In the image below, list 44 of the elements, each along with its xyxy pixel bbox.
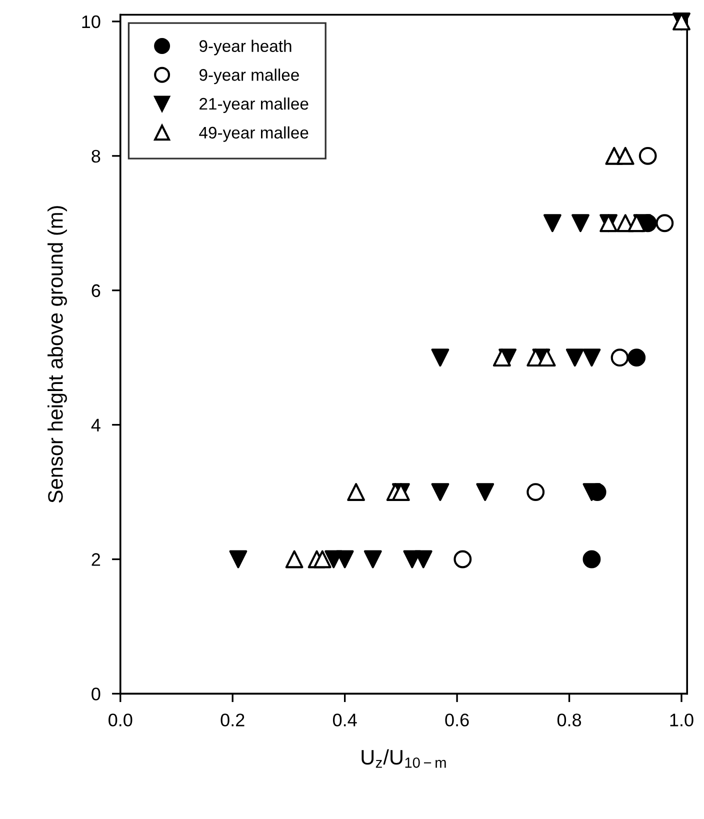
point: [431, 348, 450, 367]
point: [656, 214, 674, 232]
point: [313, 550, 332, 568]
point: [616, 146, 634, 165]
point: [538, 348, 556, 367]
x-tick-label: 0.4: [332, 714, 357, 726]
point: [582, 348, 601, 367]
y-tick-label: 0: [92, 688, 100, 700]
point: [414, 550, 432, 568]
point: [336, 550, 354, 568]
y-axis-title: Sensor height above ground (m): [48, 206, 67, 503]
x-tick-label: 0.2: [220, 714, 244, 726]
point: [285, 550, 304, 568]
point: [431, 483, 450, 501]
x-tick-label: 0.8: [557, 714, 582, 726]
point: [454, 550, 472, 568]
point: [543, 214, 562, 232]
point: [572, 214, 590, 232]
point: [610, 348, 629, 367]
y-tick-label: 10: [82, 15, 100, 28]
point: [582, 483, 601, 501]
point: [566, 348, 584, 367]
point: [492, 348, 511, 367]
x-tick-label: 0.0: [108, 714, 132, 726]
y-tick-label: 6: [92, 284, 100, 298]
legend-label: 21-year mallee: [200, 97, 308, 114]
legend-label: 9-year mallee: [200, 68, 299, 84]
x-axis-title: U$_{z}$/U$_{10−m}$: [362, 749, 446, 768]
y-tick-label: 4: [91, 418, 100, 432]
point: [638, 146, 657, 165]
x-tick-label: 1.0: [670, 714, 694, 726]
legend-label: 9-year heath: [200, 40, 292, 56]
point: [628, 348, 646, 367]
point: [476, 483, 494, 501]
point: [582, 550, 601, 568]
point: [364, 550, 382, 568]
x-tick-label: 0.6: [445, 714, 469, 726]
y-tick-label: 8: [92, 150, 100, 163]
point: [229, 550, 248, 568]
point: [347, 483, 366, 501]
point: [628, 214, 646, 232]
legend-label: 49-year mallee: [199, 126, 308, 142]
point: [526, 483, 545, 501]
y-tick-label: 2: [92, 553, 100, 566]
